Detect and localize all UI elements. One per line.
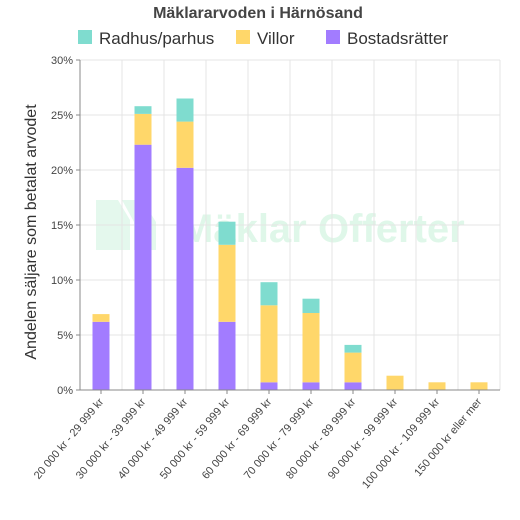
bars <box>92 98 488 390</box>
bar-villor-0 <box>92 314 110 322</box>
y-tick-label-2: 10% <box>51 275 73 287</box>
x-tick-label-0: 20 000 kr - 29 999 kr <box>32 396 107 482</box>
bar-bostadsratter-4 <box>260 382 278 390</box>
x-tick-label-1: 30 000 kr - 39 999 kr <box>74 396 149 482</box>
bar-villor-2 <box>176 121 194 168</box>
bar-radhus-parhus-6 <box>344 344 362 353</box>
legend-label-villor: Villor <box>257 29 295 48</box>
x-tick-label-3: 50 000 kr - 59 999 kr <box>158 396 233 482</box>
legend-item-bostadsratter[interactable]: Bostadsrätter <box>326 29 448 48</box>
bar-villor-5 <box>302 313 320 383</box>
watermark: Mäklar Offerter <box>96 200 465 251</box>
bar-radhus-parhus-2 <box>176 98 194 122</box>
bar-bostadsratter-6 <box>344 382 362 390</box>
bar-villor-3 <box>218 244 236 322</box>
x-tick-label-4: 60 000 kr - 69 999 kr <box>200 396 275 482</box>
bar-radhus-parhus-5 <box>302 298 320 313</box>
bar-radhus-parhus-3 <box>218 221 236 245</box>
y-tick-label-1: 5% <box>57 330 73 342</box>
bar-bostadsratter-5 <box>302 382 320 390</box>
chart-title: Mäklararvoden i Härnösand <box>153 5 363 22</box>
legend-label-bostadsratter: Bostadsrätter <box>347 29 448 48</box>
watermark-text-a: Mäklar <box>180 207 307 251</box>
y-tick-label-0: 0% <box>57 385 73 397</box>
bar-bostadsratter-1 <box>134 144 152 390</box>
legend-swatch-radhus-parhus <box>78 30 92 44</box>
bar-villor-6 <box>344 352 362 383</box>
y-tick-label-4: 20% <box>51 165 73 177</box>
legend-item-radhus-parhus[interactable]: Radhus/parhus <box>78 29 214 48</box>
bar-radhus-parhus-1 <box>134 106 152 114</box>
bar-villor-1 <box>134 113 152 145</box>
x-tick-label-8: 100 000 kr - 109 999 kr <box>360 396 443 491</box>
x-tick-label-6: 80 000 kr - 89 999 kr <box>284 396 359 482</box>
legend-swatch-bostadsratter <box>326 30 340 44</box>
x-tick-label-2: 40 000 kr - 49 999 kr <box>116 396 191 482</box>
bar-bostadsratter-3 <box>218 321 236 390</box>
bar-bostadsratter-2 <box>176 167 194 390</box>
legend-swatch-villor <box>236 30 250 44</box>
legend-label-radhus-parhus: Radhus/parhus <box>99 29 214 48</box>
watermark-text-b: Offerter <box>318 207 465 251</box>
bar-villor-9 <box>470 382 488 390</box>
bar-villor-7 <box>386 375 404 390</box>
x-tick-label-7: 90 000 kr - 99 999 kr <box>326 396 401 482</box>
y-tick-label-6: 30% <box>51 55 73 67</box>
bar-villor-8 <box>428 382 446 390</box>
y-tick-label-3: 15% <box>51 220 73 232</box>
x-tick-label-5: 70 000 kr - 79 999 kr <box>242 396 317 482</box>
y-tick-labels: 0% 5% 10% 15% 20% 25% 30% <box>51 55 80 397</box>
bar-bostadsratter-0 <box>92 321 110 390</box>
legend: Radhus/parhus Villor Bostadsrätter <box>78 29 448 48</box>
bar-villor-4 <box>260 305 278 383</box>
y-axis-label: Andelen säljare som betalat arvodet <box>23 104 40 360</box>
y-tick-label-5: 25% <box>51 110 73 122</box>
bar-radhus-parhus-4 <box>260 282 278 306</box>
legend-item-villor[interactable]: Villor <box>236 29 295 48</box>
